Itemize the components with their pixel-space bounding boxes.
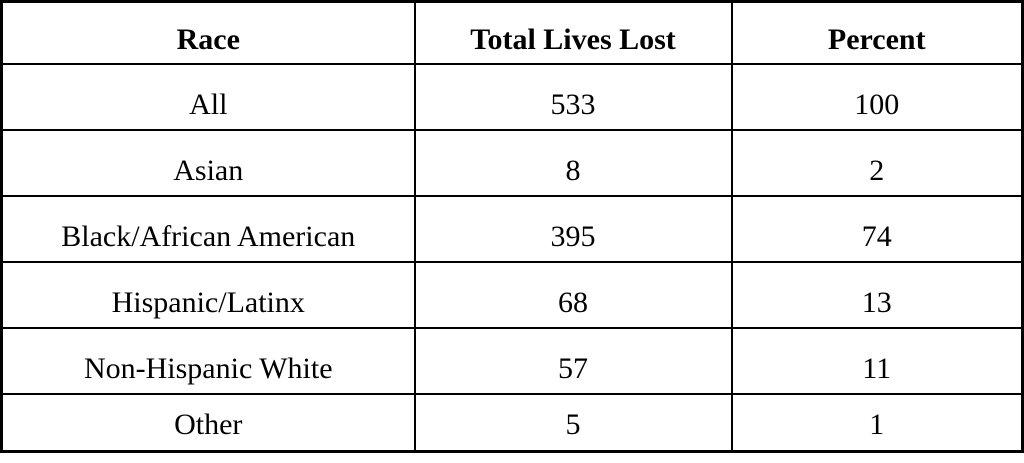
cell-percent: 100 bbox=[730, 63, 1024, 131]
cell-total: 57 bbox=[413, 327, 733, 395]
cell-race: All bbox=[0, 63, 416, 131]
table-row: All 533 100 bbox=[0, 63, 1024, 131]
cell-total: 8 bbox=[413, 129, 733, 197]
data-table: Race Total Lives Lost Percent All 533 10… bbox=[0, 0, 1024, 453]
cell-percent: 74 bbox=[730, 195, 1024, 263]
table-row: Asian 8 2 bbox=[0, 129, 1024, 197]
cell-total: 395 bbox=[413, 195, 733, 263]
cell-percent: 11 bbox=[730, 327, 1024, 395]
column-header-total: Total Lives Lost bbox=[413, 0, 733, 65]
cell-race: Asian bbox=[0, 129, 416, 197]
cell-percent: 1 bbox=[730, 393, 1024, 452]
cell-total: 533 bbox=[413, 63, 733, 131]
table-row: Other 5 1 bbox=[0, 393, 1024, 452]
cell-race: Other bbox=[0, 393, 416, 452]
table-header-row: Race Total Lives Lost Percent bbox=[0, 0, 1024, 65]
cell-total: 5 bbox=[413, 393, 733, 452]
cell-percent: 13 bbox=[730, 261, 1024, 329]
table-row: Hispanic/Latinx 68 13 bbox=[0, 261, 1024, 329]
column-header-percent: Percent bbox=[730, 0, 1024, 65]
cell-race: Hispanic/Latinx bbox=[0, 261, 416, 329]
cell-total: 68 bbox=[413, 261, 733, 329]
table-row: Black/African American 395 74 bbox=[0, 195, 1024, 263]
cell-race: Black/African American bbox=[0, 195, 416, 263]
cell-race: Non-Hispanic White bbox=[0, 327, 416, 395]
table-row: Non-Hispanic White 57 11 bbox=[0, 327, 1024, 395]
column-header-race: Race bbox=[0, 0, 416, 65]
cell-percent: 2 bbox=[730, 129, 1024, 197]
